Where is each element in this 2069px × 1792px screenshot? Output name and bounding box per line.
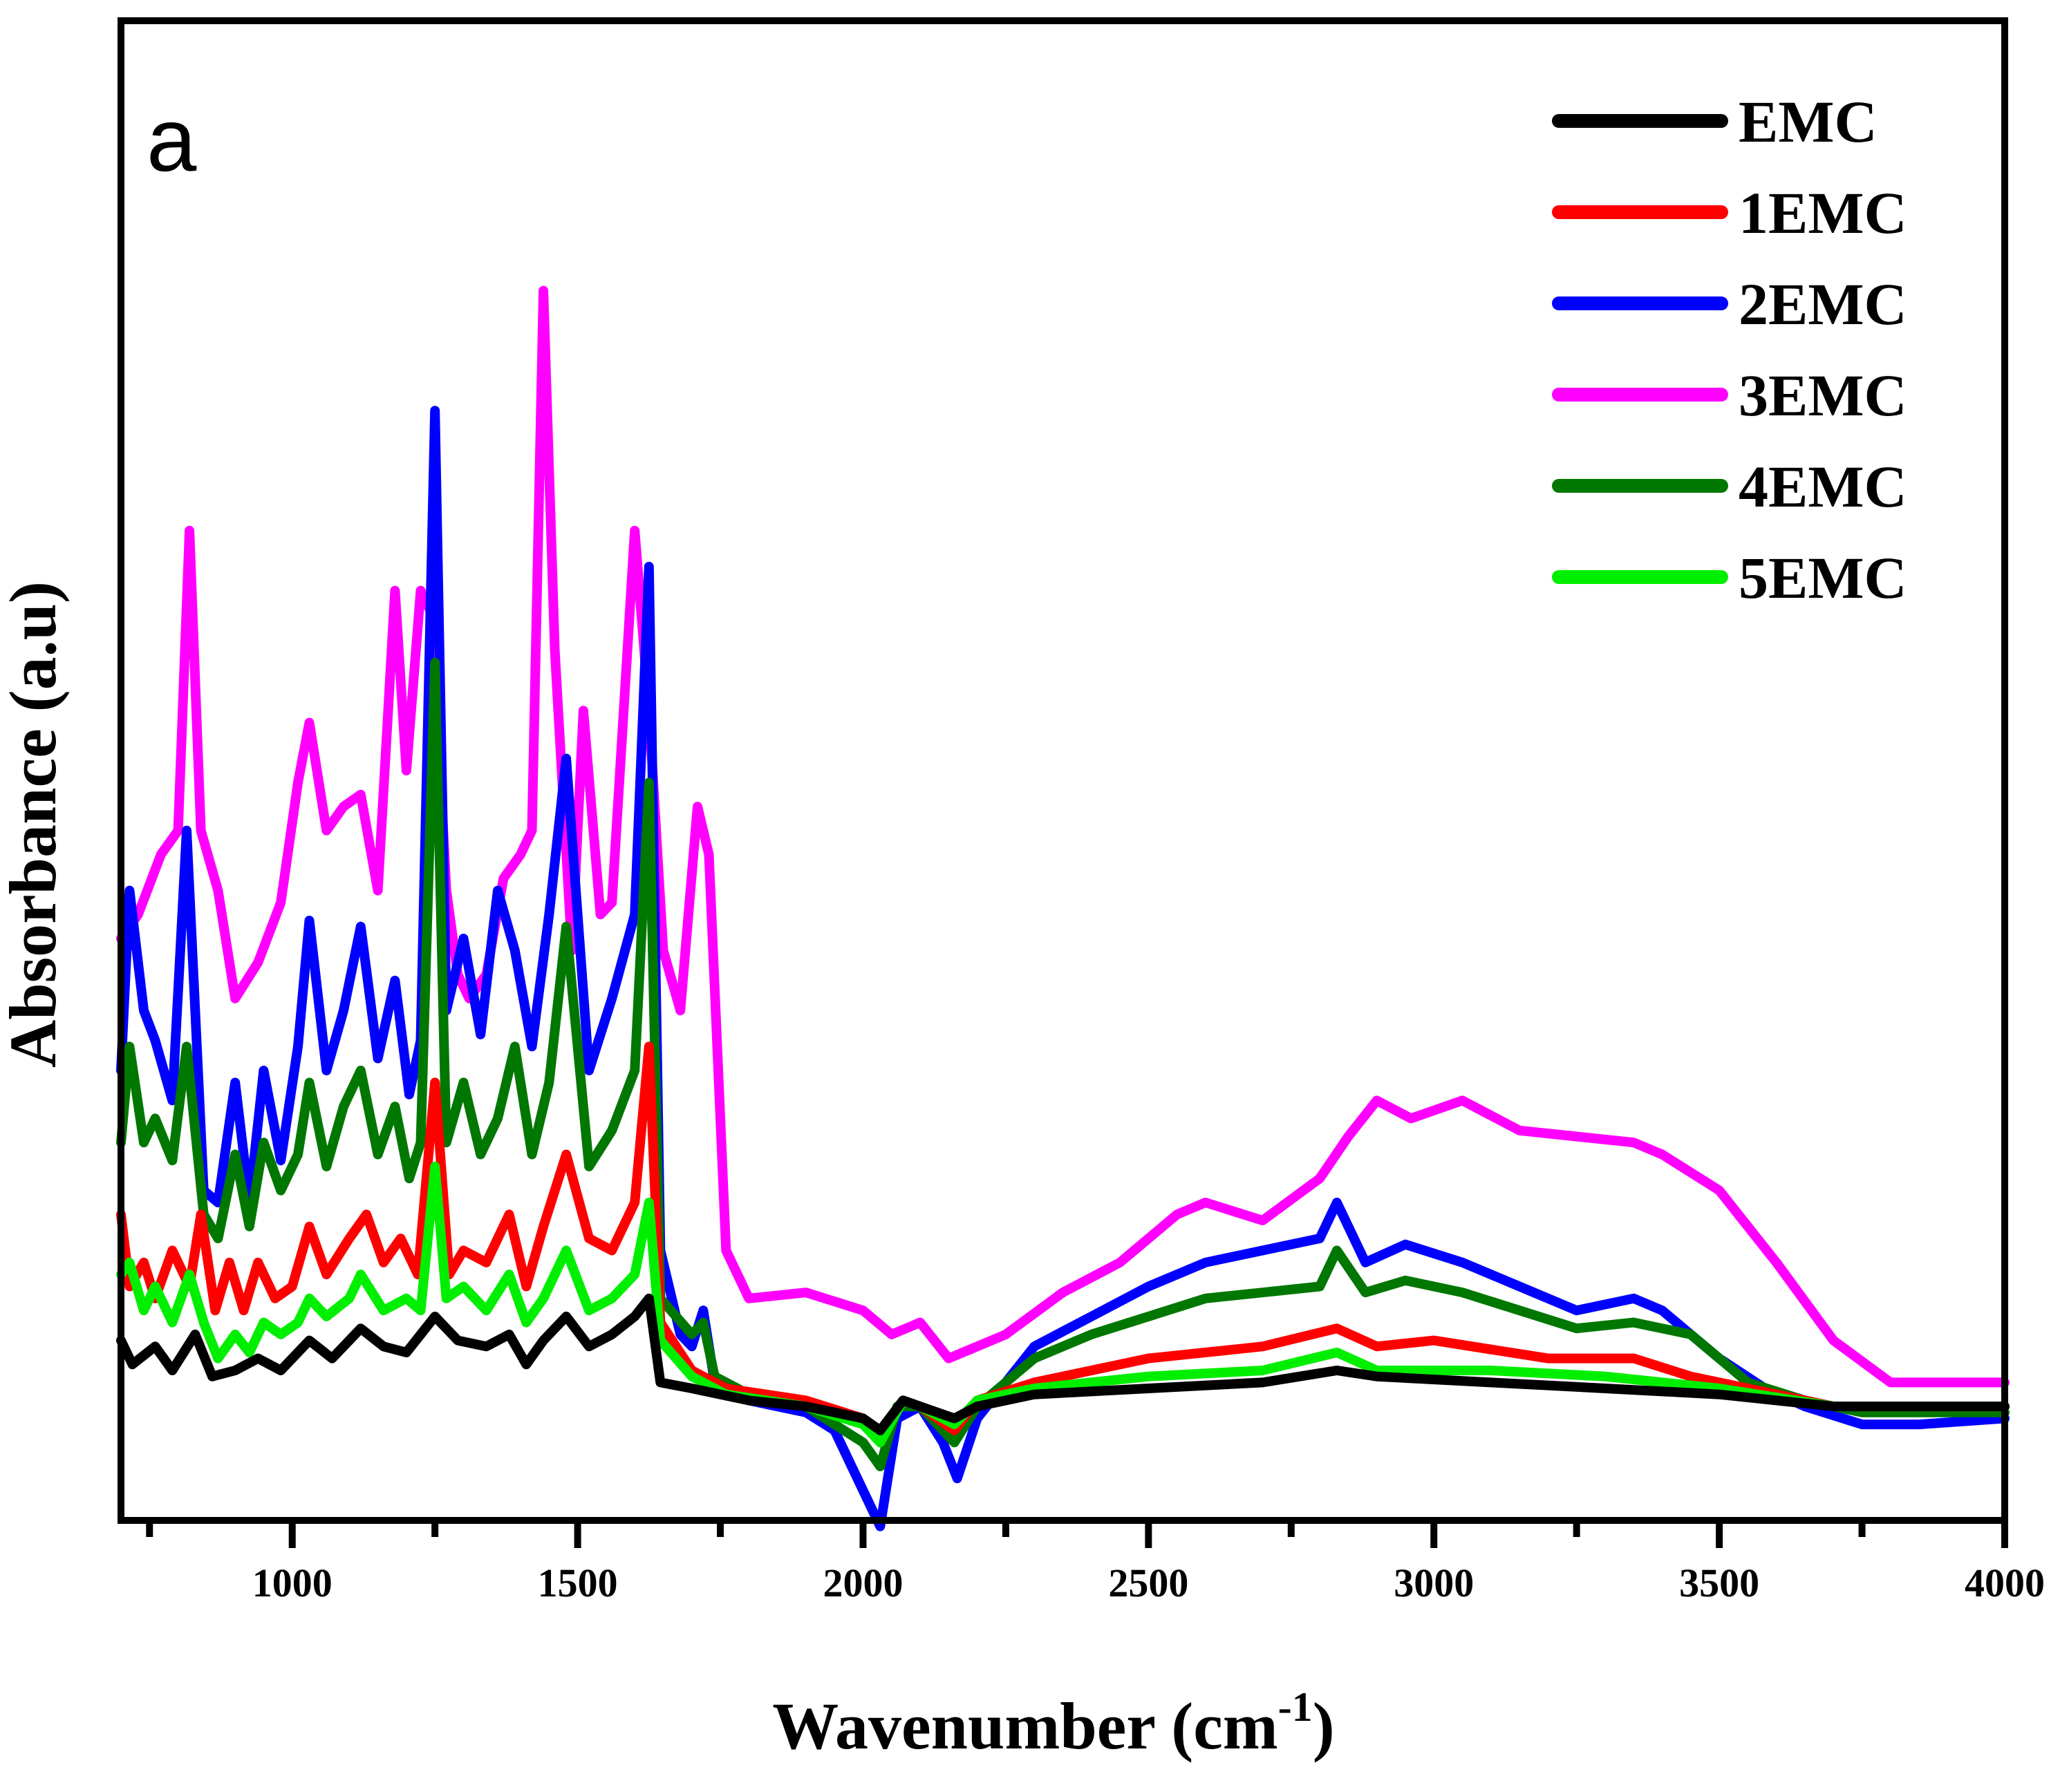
x-tick-label: 3500 bbox=[1679, 1560, 1759, 1605]
legend-item-4emc: 4EMC bbox=[1552, 453, 1907, 520]
series-layer bbox=[116, 285, 2010, 1531]
legend-label: 1EMC bbox=[1739, 180, 1907, 246]
legend-item-emc: EMC bbox=[1552, 88, 1878, 155]
x-tick-label: 1000 bbox=[252, 1560, 333, 1605]
panel-label: a bbox=[147, 89, 197, 190]
legend: EMC 1EMC 2EMC 3EMC 4EMC 5EMC bbox=[1552, 88, 1907, 611]
series-line-5emc bbox=[116, 1161, 2010, 1448]
y-axis-title: Absorbance (a.u) bbox=[0, 581, 70, 1068]
x-tick-label: 2500 bbox=[1108, 1560, 1188, 1605]
x-axis-title-main: Wavenumber (cm bbox=[772, 1689, 1277, 1763]
legend-label: EMC bbox=[1739, 88, 1878, 155]
legend-label: 4EMC bbox=[1739, 453, 1907, 520]
x-tick-label: 3000 bbox=[1394, 1560, 1474, 1605]
legend-label: 3EMC bbox=[1739, 362, 1907, 428]
x-tick-label: 2000 bbox=[823, 1560, 903, 1605]
axes-layer: 1000 1500 2000 2500 3000 3500 4000 bbox=[118, 17, 2045, 1605]
x-axis-title-close: ) bbox=[1313, 1689, 1335, 1763]
x-axis-title: Wavenumber (cm-1) bbox=[772, 1684, 1334, 1763]
legend-label: 5EMC bbox=[1739, 545, 1907, 611]
x-axis-title-superscript: -1 bbox=[1278, 1684, 1313, 1730]
x-tick-label: 1500 bbox=[538, 1560, 618, 1605]
legend-item-5emc: 5EMC bbox=[1552, 545, 1907, 611]
legend-label: 2EMC bbox=[1739, 271, 1907, 337]
series-line-4emc bbox=[116, 657, 2010, 1471]
plot-frame bbox=[118, 17, 2008, 1524]
legend-item-2emc: 2EMC bbox=[1552, 271, 1907, 337]
series-line-emc bbox=[116, 1293, 2010, 1435]
x-tick-label: 4000 bbox=[1965, 1560, 2045, 1605]
series-line-1emc bbox=[116, 1041, 2010, 1448]
legend-item-3emc: 3EMC bbox=[1552, 362, 1907, 428]
series-line-3emc bbox=[116, 285, 2010, 1388]
legend-item-1emc: 1EMC bbox=[1552, 180, 1907, 246]
